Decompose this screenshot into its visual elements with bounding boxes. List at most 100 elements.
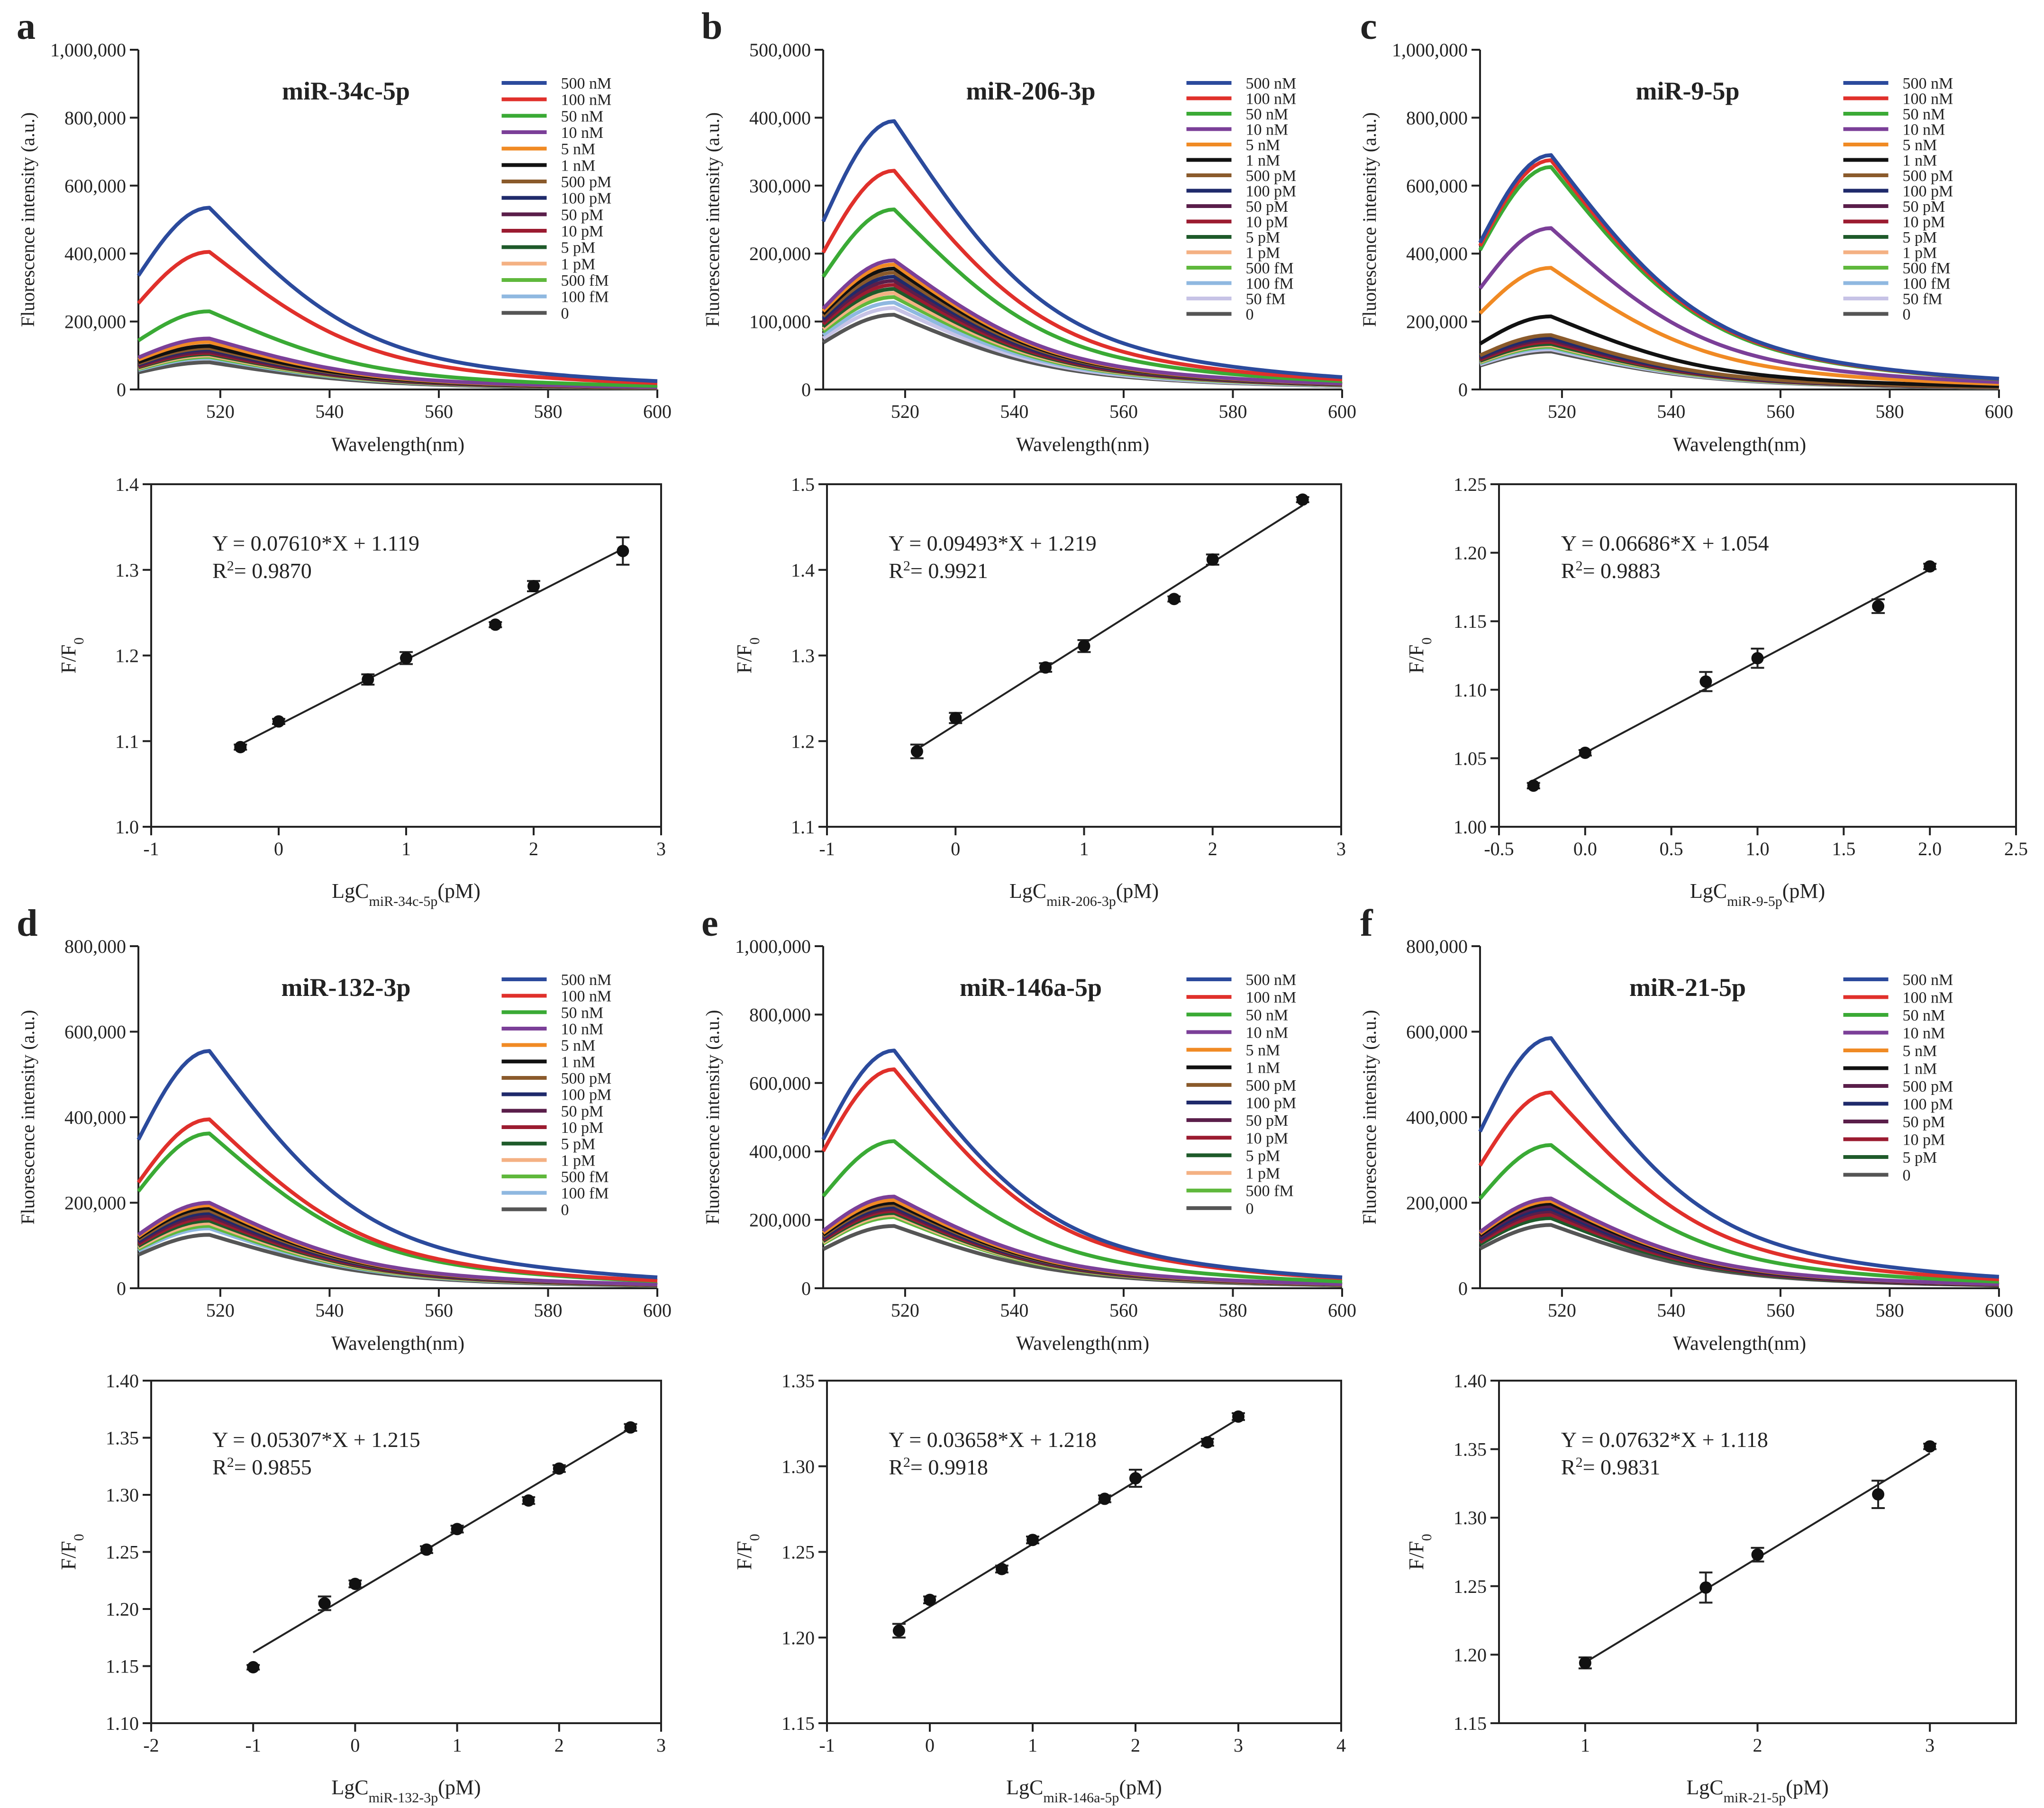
data-point xyxy=(1039,661,1052,674)
y-tick-label: 1.25 xyxy=(1454,1576,1487,1597)
x-tick-label: 1.5 xyxy=(1832,838,1855,859)
y-tick-label: 200,000 xyxy=(1406,1193,1468,1214)
legend-label: 500 fM xyxy=(561,272,609,289)
y-tick-label: 1.2 xyxy=(791,731,815,752)
x-tick-label: 2.0 xyxy=(1918,838,1942,859)
y-tick-label: 1.30 xyxy=(106,1484,139,1506)
x-axis-label: Wavelength(nm) xyxy=(1016,434,1149,456)
x-tick-label: 3 xyxy=(1234,1735,1243,1756)
legend-label: 100 pM xyxy=(1246,1094,1297,1112)
x-tick-label: 2 xyxy=(1131,1735,1140,1756)
data-point xyxy=(1924,560,1936,573)
x-axis-label: LgCmiR-146a-5p(pM) xyxy=(1006,1776,1162,1806)
legend-label: 10 pM xyxy=(561,223,604,240)
x-tick-label: 580 xyxy=(1218,1300,1247,1321)
fit-equation: Y = 0.07632*X + 1.118 xyxy=(1561,1428,1768,1452)
r-squared: R2= 0.9921 xyxy=(889,558,988,583)
chart-title: miR-206-3p xyxy=(966,77,1096,105)
y-tick-label: 1,000,000 xyxy=(50,39,126,61)
spectrum-panel-d: 0 200,000 400,000 600,000 800,000 520 540 560 58… xyxy=(17,936,672,1355)
series-line xyxy=(136,206,658,383)
panel-letter: d xyxy=(17,903,38,944)
calibration-panel-a: 1.0 1.1 1.2 1.3 1.4 -1 0 1 2 3 F/F0 LgCmiR-34c-5p(p… xyxy=(57,474,666,909)
x-tick-label: -1 xyxy=(819,1735,835,1756)
y-tick-label: 1.4 xyxy=(115,474,139,495)
x-tick-label: 1 xyxy=(453,1735,462,1756)
legend-label: 1 pM xyxy=(1246,244,1281,262)
y-tick-label: 0 xyxy=(117,379,126,400)
y-tick-label: 1.15 xyxy=(1454,611,1487,632)
x-tick-label: 540 xyxy=(1000,401,1028,422)
spectrum-panel-a: 0 200,000 400,000 600,000 800,000 1,000,000 52… xyxy=(17,39,672,456)
chart-title: miR-21-5p xyxy=(1629,973,1746,1002)
series-line xyxy=(137,336,658,389)
x-axis-label: Wavelength(nm) xyxy=(1016,1333,1149,1355)
legend-label: 100 nM xyxy=(561,988,612,1005)
legend-label: 100 pM xyxy=(1903,183,1953,200)
x-tick-label: 540 xyxy=(315,401,344,422)
series-line xyxy=(137,309,658,388)
x-axis-label: LgCmiR-21-5p(pM) xyxy=(1686,1776,1828,1806)
legend-label: 1 pM xyxy=(1246,1165,1281,1183)
data-point xyxy=(400,651,412,664)
data-point xyxy=(624,1421,637,1434)
x-tick-label: -1 xyxy=(819,838,835,859)
series-line xyxy=(1479,314,1999,388)
y-tick-label: 1,000,000 xyxy=(735,936,811,957)
y-tick-label: 400,000 xyxy=(1406,243,1468,264)
x-tick-label: 520 xyxy=(206,401,235,422)
series-line xyxy=(1478,1090,1999,1281)
series-line xyxy=(821,1139,1343,1284)
y-tick-label: 1.35 xyxy=(781,1370,815,1392)
legend-label: 100 nM xyxy=(561,91,612,109)
x-axis-label: LgCmiR-132-3p(pM) xyxy=(331,1776,481,1806)
legend-label: 10 nM xyxy=(1246,1024,1289,1041)
legend-label: 500 pM xyxy=(1903,1078,1953,1095)
legend-label: 500 nM xyxy=(1903,971,1953,989)
data-point xyxy=(1201,1436,1214,1449)
y-tick-label: 1.3 xyxy=(791,645,815,667)
legend-label: 10 nM xyxy=(1903,1025,1945,1042)
x-tick-label: 560 xyxy=(1109,1300,1138,1321)
fit-equation: Y = 0.06686*X + 1.054 xyxy=(1561,531,1769,555)
legend-label: 100 fM xyxy=(1903,275,1951,293)
legend-label: 100 nM xyxy=(1246,90,1297,108)
x-tick-label: 1 xyxy=(1080,838,1089,859)
legend-label: 50 nM xyxy=(1246,106,1289,123)
y-tick-label: 1.10 xyxy=(106,1713,139,1734)
data-point xyxy=(1579,746,1591,759)
x-tick-label: 540 xyxy=(315,1300,344,1321)
legend-label: 50 pM xyxy=(561,1103,604,1120)
spectrum-panel-b: 0 100,000 200,000 300,000 400,000 500,000 520 5… xyxy=(702,39,1356,456)
legend-label: 100 fM xyxy=(1246,275,1294,293)
calibration-panel-f: 1.15 1.20 1.25 1.30 1.35 1.40 1 2 3 F/F0 LgCmiR-21… xyxy=(1405,1370,2017,1806)
y-tick-label: 1.15 xyxy=(106,1656,139,1677)
spectrum-panel-f: 0 200,000 400,000 600,000 800,000 520 540 560 58… xyxy=(1359,936,2013,1355)
y-tick-label: 400,000 xyxy=(64,243,126,264)
legend-label: 0 xyxy=(561,305,569,322)
chart-title: miR-34c-5p xyxy=(282,77,410,105)
legend-label: 5 pM xyxy=(1246,229,1281,246)
legend-label: 5 pM xyxy=(1246,1147,1281,1165)
y-tick-label: 1.1 xyxy=(115,731,139,752)
legend-label: 5 nM xyxy=(561,1037,596,1055)
x-tick-label: 540 xyxy=(1657,1300,1685,1321)
y-tick-label: 500,000 xyxy=(749,39,811,61)
data-point xyxy=(1232,1410,1245,1423)
y-tick-label: 1.10 xyxy=(1454,679,1487,701)
x-tick-label: 1 xyxy=(401,838,411,859)
series-line xyxy=(136,250,658,385)
y-tick-label: 800,000 xyxy=(64,936,126,957)
legend-label: 5 nM xyxy=(1903,136,1937,154)
y-tick-label: 1.40 xyxy=(106,1370,139,1392)
data-point xyxy=(1098,1492,1111,1505)
y-tick-label: 1.20 xyxy=(1454,1644,1487,1665)
legend-label: 500 fM xyxy=(1246,1183,1294,1200)
legend-label: 50 pM xyxy=(1246,1112,1289,1130)
y-tick-label: 1.20 xyxy=(1454,542,1487,564)
y-tick-label: 800,000 xyxy=(64,107,126,128)
legend-label: 50 pM xyxy=(1903,198,1945,216)
legend-label: 0 xyxy=(561,1201,569,1219)
x-axis-label: Wavelength(nm) xyxy=(1673,1333,1806,1355)
y-tick-label: 1.1 xyxy=(791,816,815,838)
